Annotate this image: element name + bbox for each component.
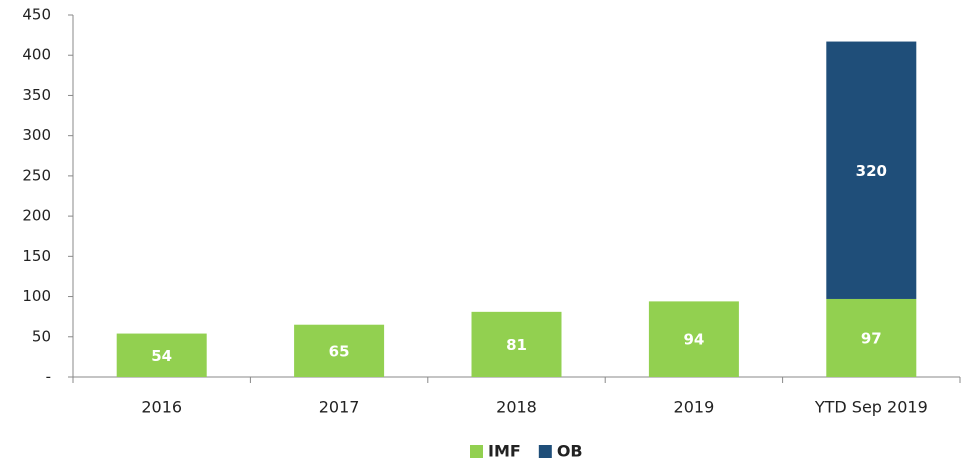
value-label: 320	[856, 162, 887, 180]
y-tick-label: 350	[22, 86, 51, 104]
bar-segment	[471, 311, 562, 377]
value-label: 54	[151, 347, 172, 365]
value-label: 97	[861, 329, 882, 347]
bar-segment	[826, 298, 917, 377]
legend-label: OB	[557, 442, 583, 461]
bar-segment	[648, 301, 739, 377]
bar-segment	[116, 333, 207, 377]
y-tick-label: 400	[22, 46, 51, 64]
y-tick-label: 250	[22, 166, 51, 184]
y-tick-label: 100	[22, 287, 51, 305]
y-tick-label: 150	[22, 247, 51, 265]
legend-swatch	[538, 445, 552, 458]
value-label: 65	[329, 342, 350, 360]
value-label: 81	[506, 336, 527, 354]
y-tick-label: 450	[22, 6, 51, 24]
x-tick-label: 2019	[674, 398, 715, 417]
bar-segment	[826, 41, 917, 299]
y-tick-label: -	[46, 368, 51, 386]
y-tick-label: 50	[32, 327, 51, 345]
y-tick-label: 300	[22, 126, 51, 144]
x-tick-label: 2016	[141, 398, 182, 417]
legend-label: IMF	[488, 442, 521, 461]
bar-segment	[294, 324, 385, 377]
legend-swatch	[470, 445, 483, 458]
x-tick-label: YTD Sep 2019	[814, 398, 928, 417]
value-label: 94	[683, 331, 704, 349]
x-tick-label: 2018	[496, 398, 537, 417]
x-tick-label: 2017	[319, 398, 360, 417]
y-tick-label: 200	[22, 207, 51, 225]
